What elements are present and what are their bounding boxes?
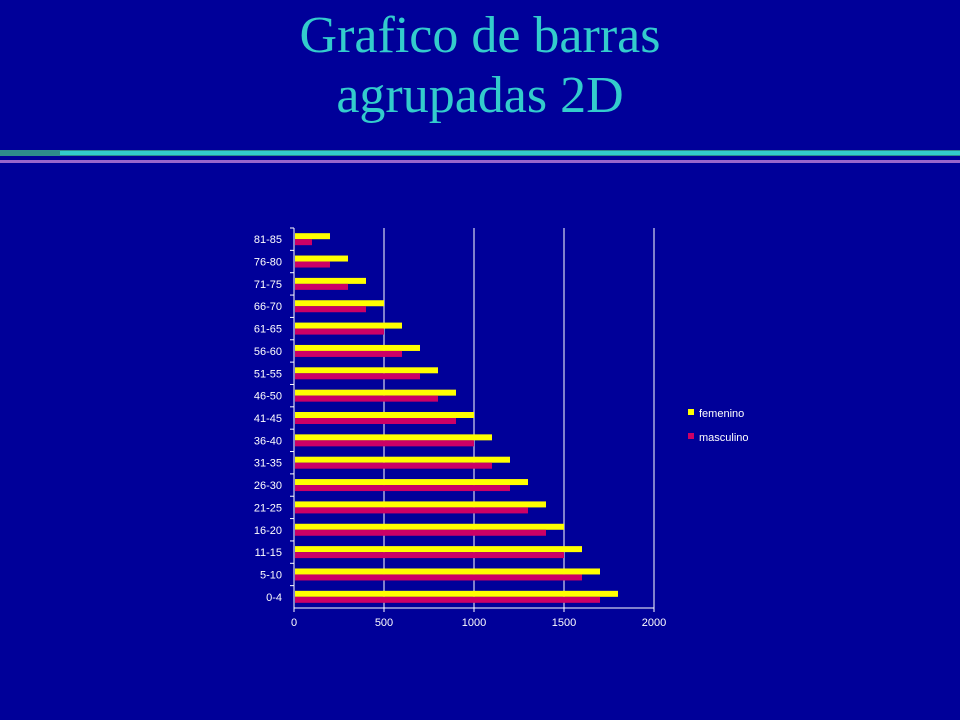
slide-title: Grafico de barras agrupadas 2D xyxy=(0,6,960,126)
bar-masculino xyxy=(295,306,366,313)
x-tick-label: 500 xyxy=(375,617,393,629)
bar-femenino xyxy=(295,501,546,508)
bar-femenino xyxy=(295,434,492,441)
y-tick-label: 51-55 xyxy=(254,368,282,380)
y-tick-label: 66-70 xyxy=(254,301,282,313)
slide-title-line2: agrupadas 2D xyxy=(336,67,624,124)
bar-masculino xyxy=(295,373,420,380)
title-divider-accent xyxy=(0,160,960,163)
bar-masculino xyxy=(295,507,528,514)
bar-masculino xyxy=(295,261,330,268)
bar-femenino xyxy=(295,255,348,262)
legend-label-femenino: femenino xyxy=(699,408,744,420)
x-tick-label: 1000 xyxy=(462,617,486,629)
bar-femenino xyxy=(295,412,474,418)
bar-masculino xyxy=(295,350,402,357)
y-tick-label: 76-80 xyxy=(254,257,282,269)
x-tick-label: 0 xyxy=(291,617,297,629)
bar-masculino xyxy=(295,552,564,559)
y-tick-label: 41-45 xyxy=(254,413,282,425)
bar-masculino xyxy=(295,418,456,424)
y-tick-label: 21-25 xyxy=(254,502,282,514)
bar-femenino xyxy=(295,344,420,351)
bar-femenino xyxy=(295,277,366,284)
legend-swatch-femenino xyxy=(688,409,694,415)
y-tick-label: 71-75 xyxy=(254,279,282,291)
bar-masculino xyxy=(295,239,312,246)
y-tick-label: 46-50 xyxy=(254,391,282,403)
y-tick-label: 81-85 xyxy=(254,234,282,246)
bar-masculino xyxy=(295,440,474,447)
bar-femenino xyxy=(295,367,438,374)
y-tick-label: 61-65 xyxy=(254,324,282,336)
title-divider-highlight xyxy=(60,151,960,155)
bar-femenino xyxy=(295,322,402,329)
legend-swatch-masculino xyxy=(688,433,694,439)
bar-masculino xyxy=(295,283,348,290)
x-tick-label: 2000 xyxy=(642,617,666,629)
bar-masculino xyxy=(295,574,582,581)
bar-masculino xyxy=(295,462,492,469)
bar-femenino xyxy=(295,233,330,240)
bar-femenino xyxy=(295,546,582,553)
bar-masculino xyxy=(295,485,510,492)
bar-femenino xyxy=(295,389,456,396)
y-tick-label: 5-10 xyxy=(260,569,282,581)
legend-label-masculino: masculino xyxy=(699,432,749,444)
y-tick-label: 56-60 xyxy=(254,346,282,358)
bar-masculino xyxy=(295,596,600,603)
y-tick-label: 11-15 xyxy=(255,547,282,559)
bar-femenino xyxy=(295,590,618,597)
bar-femenino xyxy=(295,479,528,486)
bar-femenino xyxy=(295,568,600,575)
bar-masculino xyxy=(295,395,438,402)
y-tick-label: 36-40 xyxy=(254,435,282,447)
y-tick-label: 0-4 xyxy=(266,592,282,604)
bar-masculino xyxy=(295,328,384,335)
bar-femenino xyxy=(295,523,564,530)
y-tick-label: 16-20 xyxy=(254,525,282,537)
x-tick-label: 1500 xyxy=(552,617,576,629)
slide-title-line1: Grafico de barras xyxy=(299,7,661,64)
bar-femenino xyxy=(295,300,384,307)
y-tick-label: 31-35 xyxy=(254,458,282,470)
bar-femenino xyxy=(295,456,510,463)
bar-masculino xyxy=(295,529,546,536)
y-tick-label: 26-30 xyxy=(254,480,282,492)
